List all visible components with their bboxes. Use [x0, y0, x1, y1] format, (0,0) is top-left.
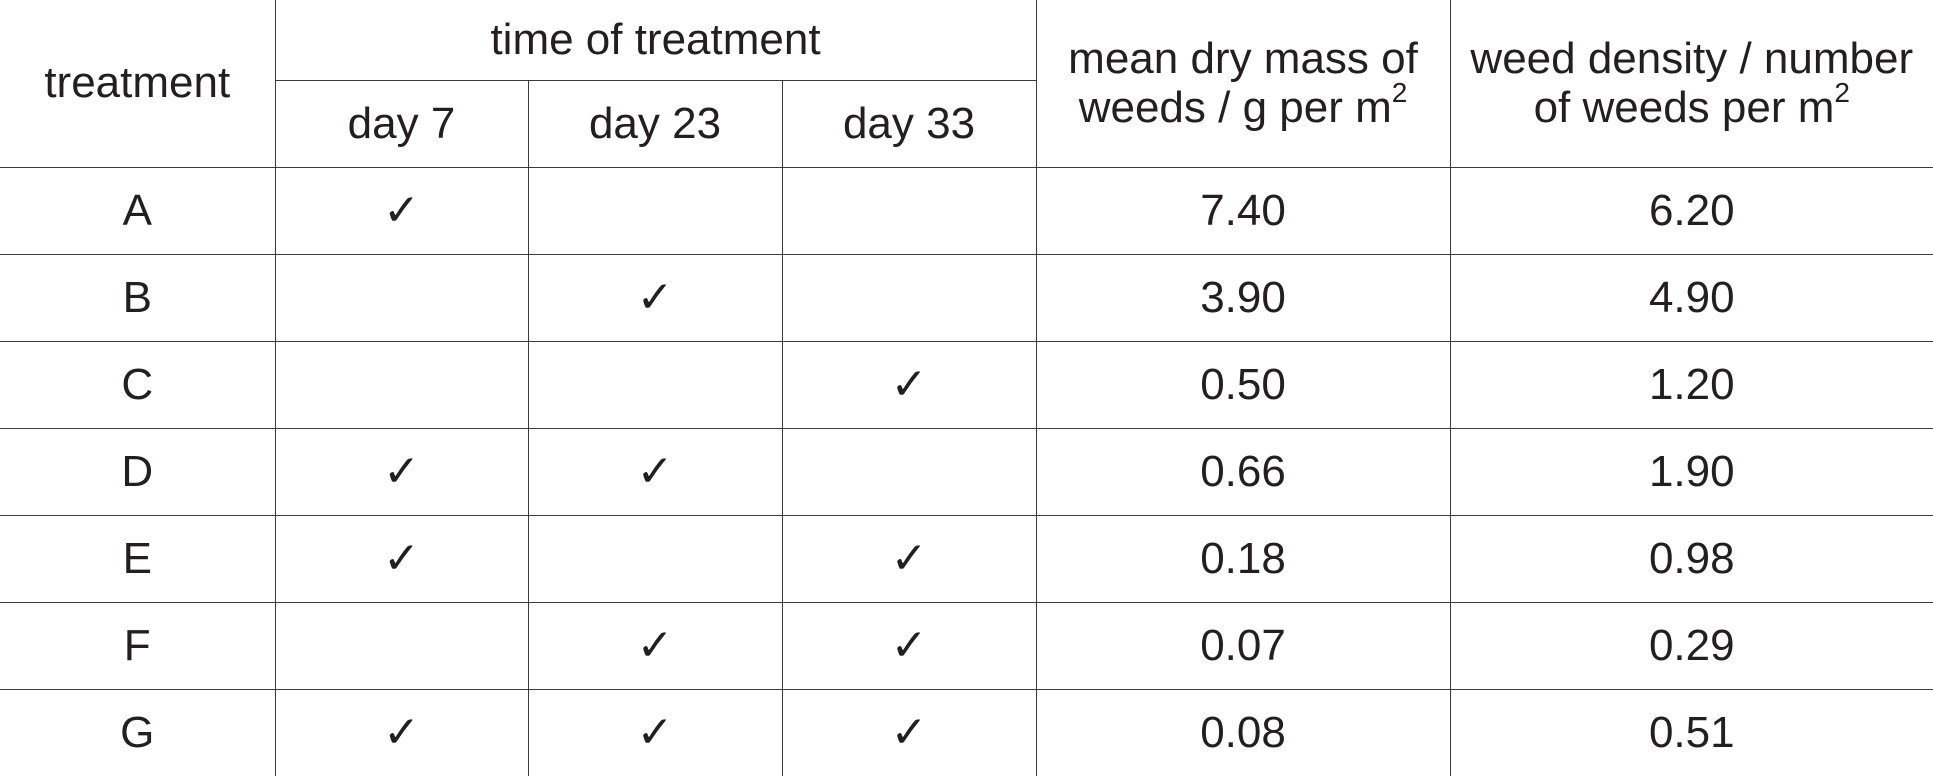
day-23-check — [527, 341, 783, 429]
header-day-23: day 23 — [527, 80, 783, 168]
header-density-sup: 2 — [1834, 76, 1850, 108]
day-7-check — [274, 602, 529, 690]
header-dry-mass-sup: 2 — [1391, 76, 1408, 108]
header-density-line2: of weeds per m2 — [1451, 78, 1933, 132]
header-dry-mass: mean dry mass of weeds / g per m2 — [1035, 0, 1451, 168]
day-7-check: ✓ — [274, 689, 529, 776]
table-row: F ✓ ✓ 0.07 0.29 — [0, 602, 1933, 690]
day-7-check — [274, 341, 529, 429]
dry-mass-value: 0.66 — [1035, 428, 1451, 516]
dry-mass-value: 0.08 — [1035, 689, 1451, 776]
header-time-of-treatment: time of treatment — [274, 0, 1037, 81]
weed-density-value: 1.90 — [1449, 428, 1933, 516]
day-33-check: ✓ — [781, 515, 1037, 603]
weed-density-value: 0.51 — [1449, 689, 1933, 776]
header-dry-mass-line1: mean dry mass of — [1068, 34, 1418, 84]
table-body: A ✓ 7.40 6.20 B ✓ 3.90 4.90 C ✓ 0.50 1.20 D ✓ ✓ 0.66 1.9… — [0, 167, 1933, 776]
day-23-check: ✓ — [527, 689, 783, 776]
day-23-check: ✓ — [527, 428, 783, 516]
treatment-label: E — [0, 515, 276, 603]
day-33-check: ✓ — [781, 689, 1037, 776]
header-density-unit: of weeds per m — [1533, 82, 1835, 132]
day-33-check: ✓ — [781, 341, 1037, 429]
day-23-check — [527, 515, 783, 603]
header-dry-mass-unit: weeds / g per m — [1078, 82, 1392, 132]
day-7-check: ✓ — [274, 515, 529, 603]
table-row: D ✓ ✓ 0.66 1.90 — [0, 428, 1933, 516]
header-weed-density: weed density / number of weeds per m2 — [1449, 0, 1933, 168]
treatment-label: C — [0, 341, 276, 429]
dry-mass-value: 3.90 — [1035, 254, 1451, 342]
header-day-7: day 7 — [275, 80, 529, 168]
header-row-top: treatment time of treatment mean dry mas… — [0, 0, 1933, 168]
table-row: G ✓ ✓ ✓ 0.08 0.51 — [0, 689, 1933, 776]
dry-mass-value: 0.50 — [1035, 341, 1451, 429]
treatment-label: D — [0, 428, 276, 516]
weed-density-value: 1.20 — [1449, 341, 1933, 429]
header-day-33: day 33 — [781, 80, 1037, 168]
day-23-check: ✓ — [527, 602, 783, 690]
day-33-check — [781, 428, 1037, 516]
day-7-check: ✓ — [274, 428, 529, 516]
weed-density-value: 0.98 — [1449, 515, 1933, 603]
treatment-label: F — [0, 602, 276, 690]
weed-density-value: 0.29 — [1449, 602, 1933, 690]
day-33-check: ✓ — [781, 602, 1037, 690]
day-7-check: ✓ — [274, 167, 529, 255]
day-33-check — [781, 254, 1037, 342]
dry-mass-value: 7.40 — [1035, 167, 1451, 255]
treatment-label: B — [0, 254, 276, 342]
header-treatment: treatment — [0, 0, 276, 168]
day-23-check: ✓ — [527, 254, 783, 342]
table-row: E ✓ ✓ 0.18 0.98 — [0, 515, 1933, 603]
treatment-label: G — [0, 689, 276, 776]
dry-mass-value: 0.07 — [1035, 602, 1451, 690]
day-7-check — [274, 254, 529, 342]
weed-density-value: 4.90 — [1449, 254, 1933, 342]
day-33-check — [781, 167, 1037, 255]
treatment-label: A — [0, 167, 276, 255]
day-23-check — [527, 167, 783, 255]
table-row: A ✓ 7.40 6.20 — [0, 167, 1933, 255]
table-row: B ✓ 3.90 4.90 — [0, 254, 1933, 342]
table-row: C ✓ 0.50 1.20 — [0, 341, 1933, 429]
header-density-line1: weed density / number — [1470, 34, 1914, 84]
header-dry-mass-line2: weeds / g per m2 — [1037, 78, 1449, 132]
dry-mass-value: 0.18 — [1035, 515, 1451, 603]
weed-density-value: 6.20 — [1449, 167, 1933, 255]
header-row-days: day 7 day 23 day 33 — [0, 80, 1933, 168]
